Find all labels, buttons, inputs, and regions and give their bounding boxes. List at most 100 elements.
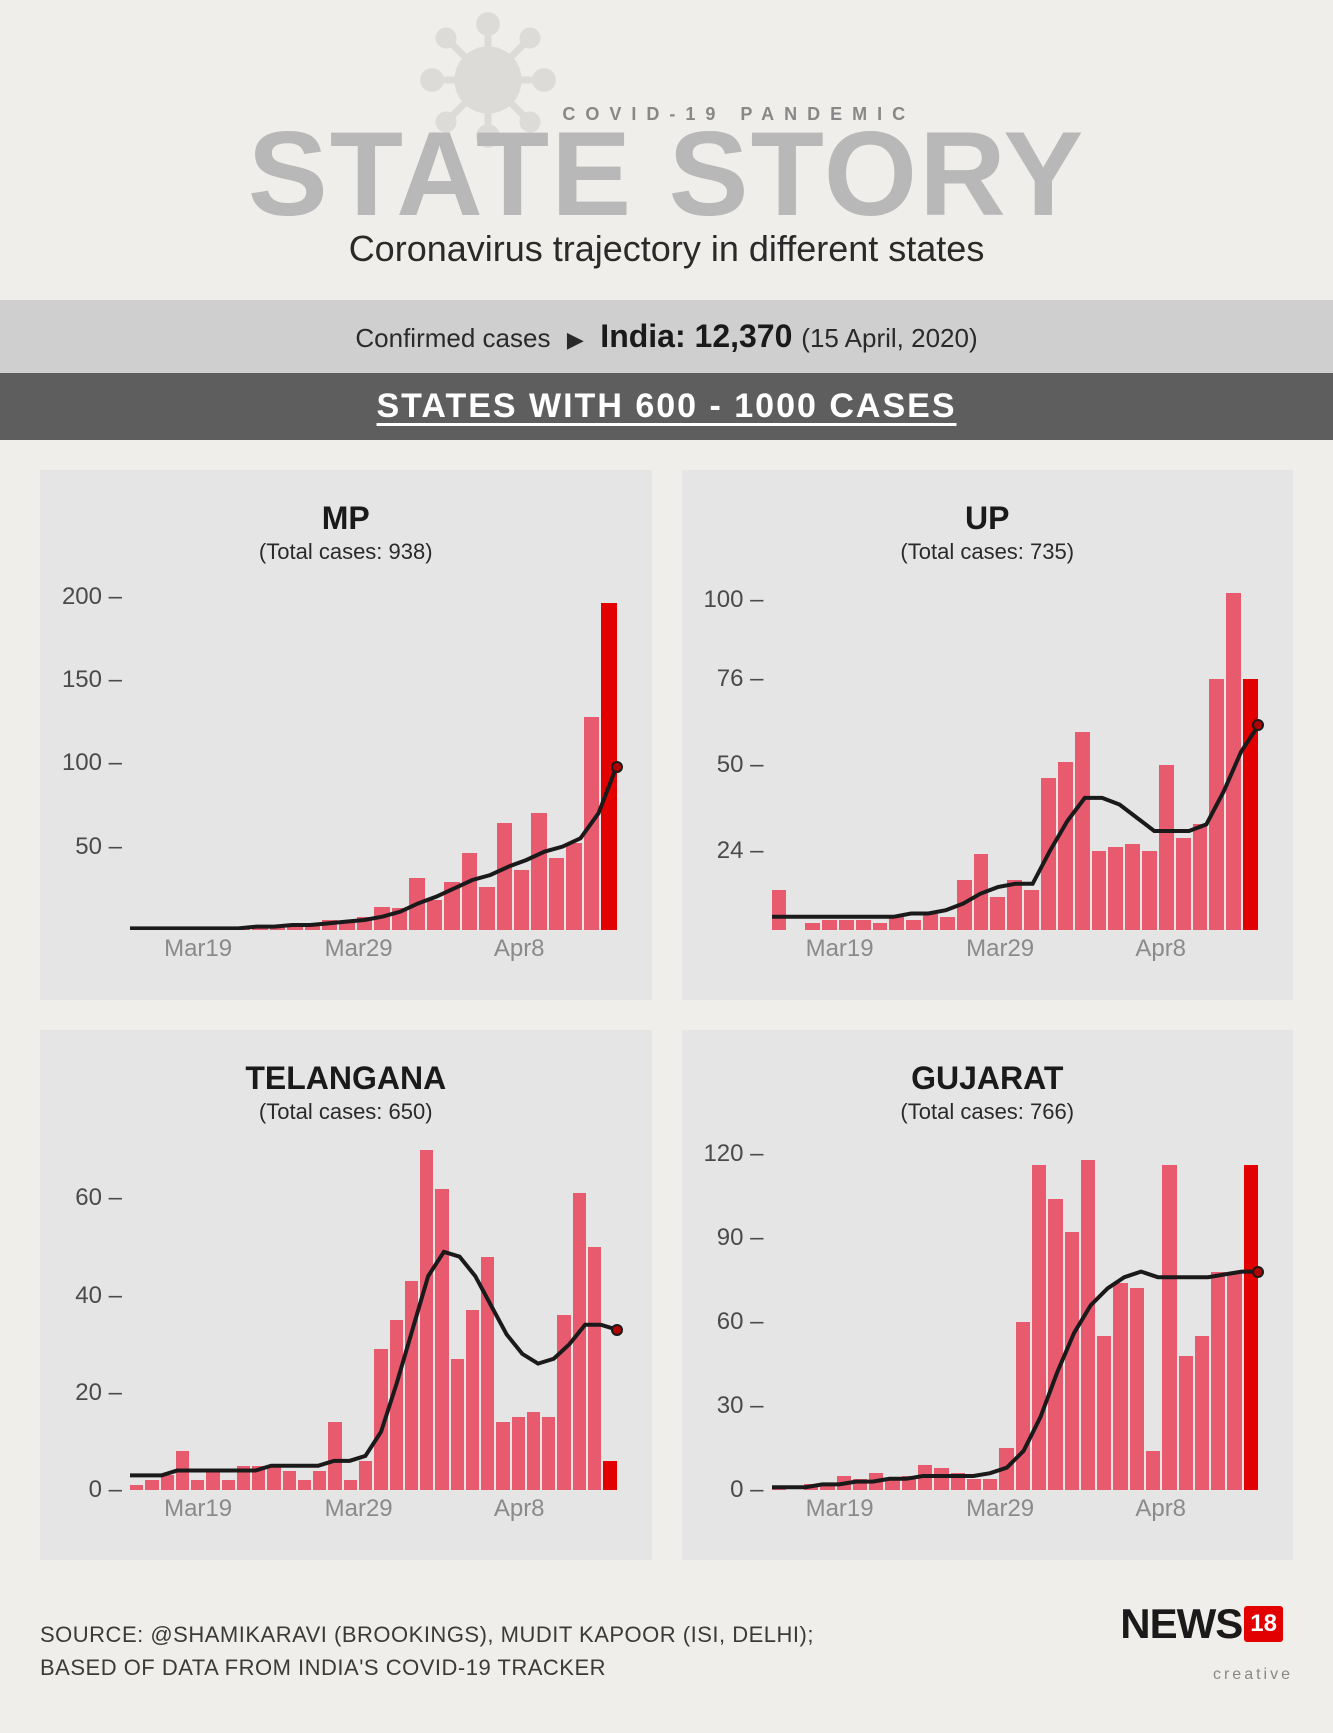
y-tick: 0 – [730,1476,763,1504]
chart-area: 24 –50 –76 –100 –Mar19Mar29Apr8 [772,580,1259,960]
bar [267,1466,280,1490]
y-tick: 50 – [75,833,122,861]
x-tick: Mar19 [164,935,232,963]
bar [313,1471,326,1490]
bar [873,923,888,930]
bar [869,1473,883,1490]
header: COVID-19 PANDEMIC STATE STORY Coronaviru… [40,30,1293,270]
y-tick: 200 – [62,583,122,611]
bar [902,1476,916,1490]
y-tick: 20 – [75,1379,122,1407]
source-line1: SOURCE: @SHAMIKARAVI (BROOKINGS), MUDIT … [40,1618,814,1651]
bar [1227,1272,1241,1490]
bar [322,920,337,930]
bar [392,908,407,930]
x-tick: Apr8 [494,935,545,963]
x-tick: Apr8 [1135,1495,1186,1523]
bar [481,1257,494,1490]
pandemic-label: COVID-19 PANDEMIC [562,104,915,125]
x-axis: Mar19Mar29Apr8 [130,1490,617,1520]
arrow-icon: ▶ [567,327,584,353]
bar [1176,838,1191,930]
bar-plot [772,580,1259,930]
confirmed-label: Confirmed cases [355,323,550,353]
bar [1092,851,1107,930]
y-tick: 30 – [717,1392,764,1420]
y-tick: 0 – [89,1476,122,1504]
bar [1024,890,1039,930]
chart-title: MP [60,500,632,537]
bar [1041,778,1056,930]
main-title: STATE STORY [40,105,1293,243]
bar [1016,1322,1030,1490]
bar [957,880,972,930]
bar [1113,1283,1127,1490]
bar [1209,679,1224,930]
bar [772,890,787,930]
chart-area: 0 –30 –60 –90 –120 –Mar19Mar29Apr8 [772,1140,1259,1520]
bar [496,1422,509,1490]
bar [357,917,372,930]
source-text: SOURCE: @SHAMIKARAVI (BROOKINGS), MUDIT … [40,1618,814,1684]
confirmed-date: (15 April, 2020) [801,323,977,353]
chart-panel-gujarat: GUJARAT(Total cases: 766)0 –30 –60 –90 –… [682,1030,1294,1560]
bar [479,887,494,930]
x-axis: Mar19Mar29Apr8 [772,930,1259,960]
bar [1065,1232,1079,1490]
logo-sub: creative [1213,1666,1293,1684]
y-tick: 90 – [717,1224,764,1252]
bar [1162,1165,1176,1490]
y-tick: 100 – [62,749,122,777]
bar [1179,1356,1193,1490]
bar [427,900,442,930]
footer: SOURCE: @SHAMIKARAVI (BROOKINGS), MUDIT … [40,1600,1293,1684]
bar [1142,851,1157,930]
bar [252,1466,265,1490]
x-tick: Mar19 [806,935,874,963]
bar [951,1473,965,1490]
confirmed-country-prefix: India: [600,318,685,354]
bar [1211,1272,1225,1490]
bar [603,1461,616,1490]
bar [191,1480,204,1490]
bar [1159,765,1174,930]
bar [549,858,564,930]
bar [885,1479,899,1490]
infographic-page: COVID-19 PANDEMIC STATE STORY Coronaviru… [0,0,1333,1733]
bar [222,1480,235,1490]
bar [1130,1288,1144,1490]
bar [1244,1165,1258,1490]
bar [856,920,871,930]
chart-title: GUJARAT [702,1060,1274,1097]
bar [967,1479,981,1490]
bar [557,1315,570,1490]
chart-panel-up: UP(Total cases: 735)24 –50 –76 –100 –Mar… [682,470,1294,1000]
y-tick: 50 – [717,751,764,779]
bar [206,1471,219,1490]
bar [1048,1199,1062,1490]
y-axis: 24 –50 –76 –100 – [702,580,772,930]
x-tick: Apr8 [494,1495,545,1523]
y-tick: 60 – [75,1184,122,1212]
bar [466,1310,479,1490]
bar [1075,732,1090,930]
bar [451,1359,464,1490]
chart-area: 0 –20 –40 –60 –Mar19Mar29Apr8 [130,1140,617,1520]
bar [542,1417,555,1490]
bar [145,1480,158,1490]
logo-text: NEWS [1120,1600,1242,1648]
bar [990,897,1005,930]
bar [1058,762,1073,930]
chart-panel-mp: MP(Total cases: 938)50 –100 –150 –200 –M… [40,470,652,1000]
logo-badge: 18 [1244,1606,1283,1642]
bar [298,1480,311,1490]
y-tick: 120 – [703,1140,763,1168]
bar [1243,679,1258,930]
x-tick: Mar19 [806,1495,874,1523]
x-axis: Mar19Mar29Apr8 [772,1490,1259,1520]
line-end-dot [1252,719,1264,731]
subtitle: Coronavirus trajectory in different stat… [40,228,1293,270]
chart-total: (Total cases: 735) [702,539,1274,565]
x-tick: Mar29 [966,935,1034,963]
chart-total: (Total cases: 938) [60,539,632,565]
